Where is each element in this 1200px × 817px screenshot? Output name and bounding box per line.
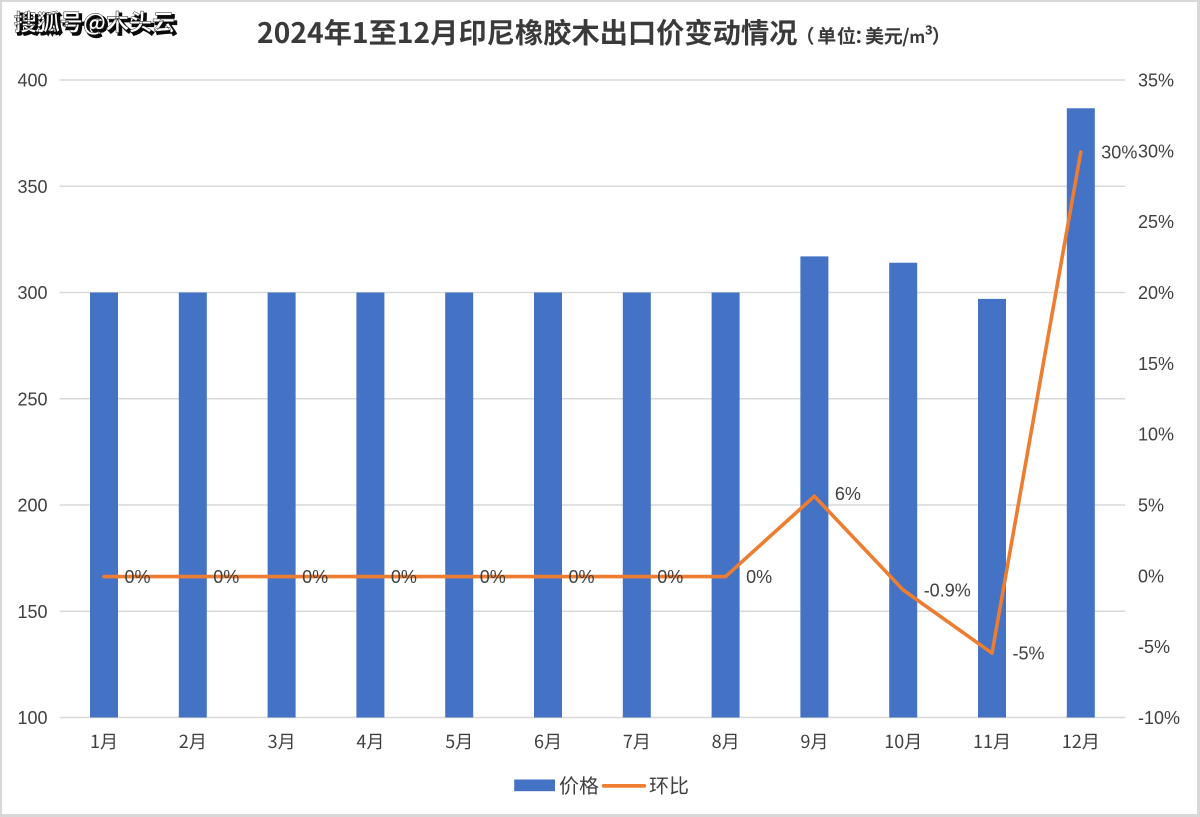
svg-text:5%: 5% bbox=[1138, 496, 1164, 516]
svg-text:350: 350 bbox=[17, 177, 47, 197]
svg-text:6%: 6% bbox=[835, 484, 861, 504]
svg-text:250: 250 bbox=[17, 389, 47, 409]
svg-text:0%: 0% bbox=[1138, 566, 1164, 586]
svg-text:25%: 25% bbox=[1138, 212, 1174, 232]
svg-text:0%: 0% bbox=[302, 567, 328, 587]
svg-text:400: 400 bbox=[17, 71, 47, 91]
svg-text:10%: 10% bbox=[1138, 425, 1174, 445]
svg-text:20%: 20% bbox=[1138, 283, 1174, 303]
svg-text:150: 150 bbox=[17, 602, 47, 622]
svg-text:30%: 30% bbox=[1101, 142, 1137, 162]
svg-text:300: 300 bbox=[17, 283, 47, 303]
svg-text:35%: 35% bbox=[1138, 71, 1174, 91]
svg-text:100: 100 bbox=[17, 708, 47, 728]
svg-text:15%: 15% bbox=[1138, 354, 1174, 374]
svg-text:0%: 0% bbox=[213, 567, 239, 587]
svg-text:0%: 0% bbox=[569, 567, 595, 587]
svg-text:0%: 0% bbox=[657, 567, 683, 587]
svg-text:0%: 0% bbox=[480, 567, 506, 587]
svg-text:0%: 0% bbox=[391, 567, 417, 587]
svg-text:-5%: -5% bbox=[1138, 637, 1170, 657]
svg-text:-5%: -5% bbox=[1013, 643, 1045, 663]
svg-text:30%: 30% bbox=[1138, 141, 1174, 161]
svg-text:0%: 0% bbox=[746, 567, 772, 587]
svg-text:0%: 0% bbox=[125, 567, 151, 587]
svg-text:200: 200 bbox=[17, 496, 47, 516]
svg-text:-10%: -10% bbox=[1138, 708, 1180, 728]
svg-text:-0.9%: -0.9% bbox=[924, 580, 971, 600]
